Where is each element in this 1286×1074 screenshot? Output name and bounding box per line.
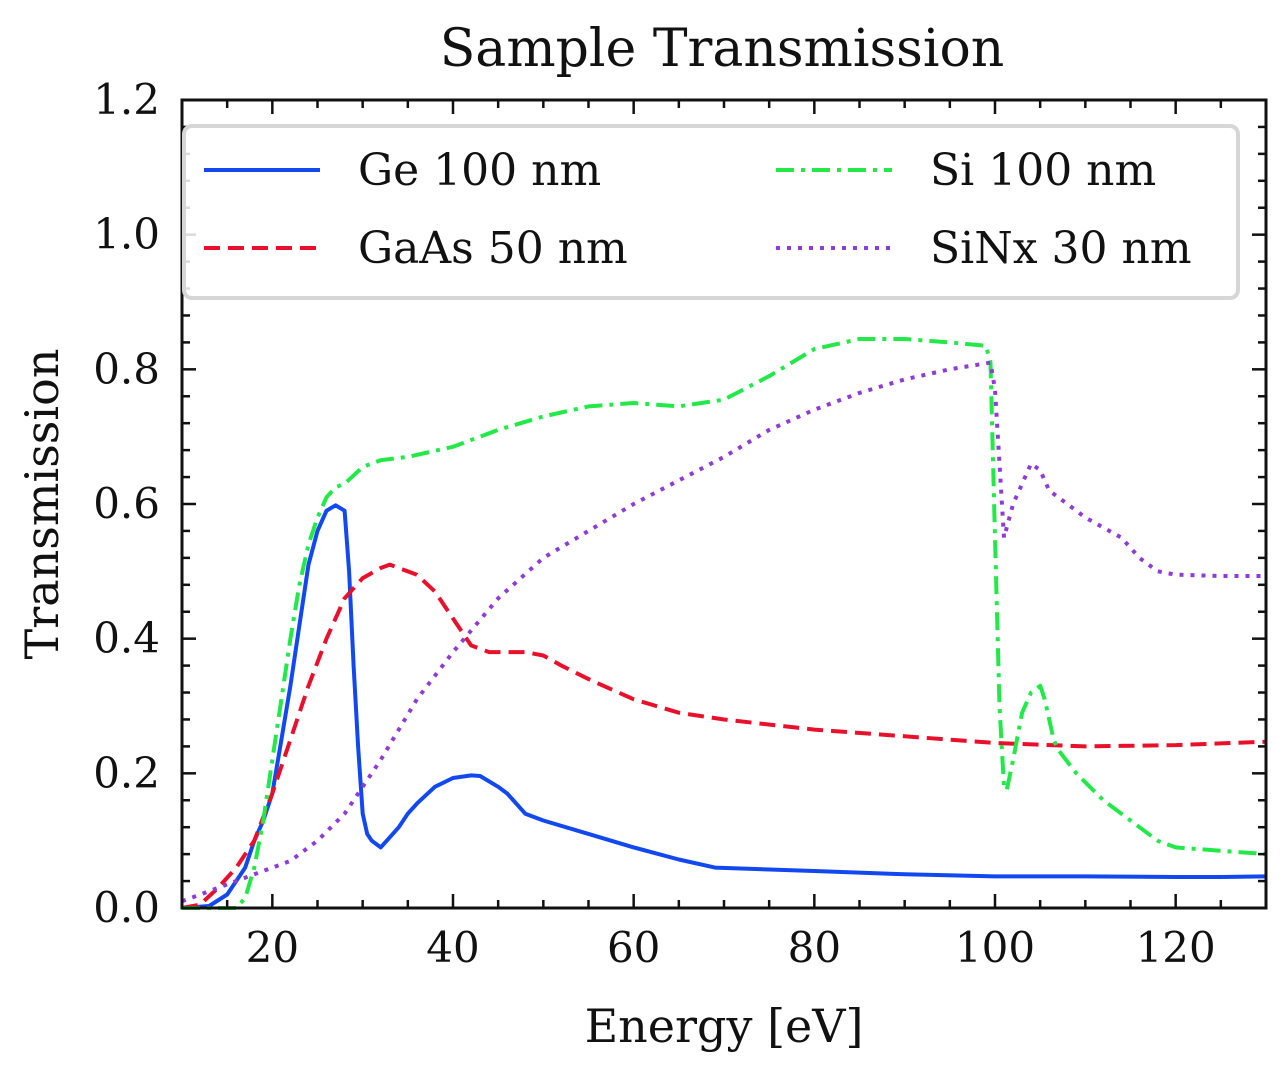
x-tick-label: 20: [246, 923, 299, 972]
x-tick-label: 80: [788, 923, 841, 972]
y-tick-label: 1.2: [93, 75, 160, 124]
x-tick-labels: 20 40 60 80 100 120: [246, 923, 1216, 972]
series-line-2: [182, 337, 1267, 910]
legend-entries: Ge 100 nm GaAs 50 nm Si 100 nm SiNx 30 nm: [204, 145, 1192, 274]
legend-box: [182, 124, 1240, 300]
y-tick-label: 0.0: [93, 883, 160, 932]
series-line-1: [181, 562, 1267, 910]
series-line-0: [181, 503, 1267, 910]
x-tick-label: 100: [955, 923, 1035, 972]
legend-label: SiNx 30 nm: [930, 223, 1192, 274]
legend: Ge 100 nm GaAs 50 nm Si 100 nm SiNx 30 nm: [182, 124, 1240, 300]
x-tick-label: 40: [426, 923, 479, 972]
legend-entry: Ge 100 nm: [204, 145, 601, 196]
legend-entry: SiNx 30 nm: [776, 223, 1192, 274]
series-layer: [181, 337, 1267, 910]
legend-entry: Si 100 nm: [776, 145, 1156, 196]
y-tick-label: 0.8: [93, 344, 160, 393]
y-tick-label: 0.2: [93, 748, 160, 797]
legend-label: GaAs 50 nm: [358, 223, 628, 274]
legend-label: Ge 100 nm: [358, 145, 601, 196]
y-axis-label: Transmission: [15, 349, 69, 660]
chart-title: Sample Transmission: [440, 19, 1005, 79]
legend-entry: GaAs 50 nm: [204, 223, 628, 274]
y-tick-label: 0.6: [93, 479, 160, 528]
y-tick-label: 0.4: [93, 614, 160, 663]
x-tick-label: 120: [1136, 923, 1216, 972]
series-line-3: [181, 360, 1266, 904]
legend-label: Si 100 nm: [930, 145, 1156, 196]
x-tick-label: 60: [607, 923, 660, 972]
x-axis-label: Energy [eV]: [585, 999, 864, 1053]
y-tick-labels: 0.0 0.2 0.4 0.6 0.8 1.0 1.2: [93, 75, 160, 932]
y-tick-label: 1.0: [93, 210, 160, 259]
plot-area: [180, 98, 1268, 910]
